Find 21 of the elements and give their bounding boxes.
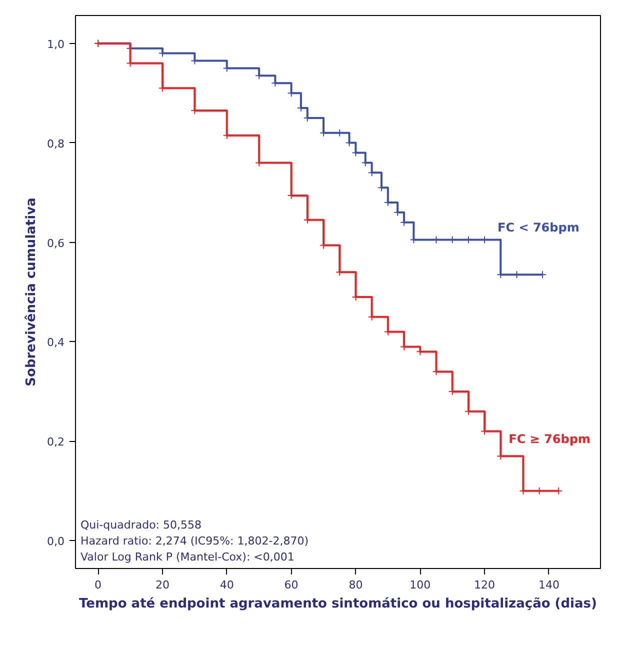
series-label: FC ≥ 76bpm: [508, 432, 590, 446]
x-tick-label: 0: [94, 578, 102, 592]
y-axis-title: Sobrevivência cumulativa: [24, 198, 40, 386]
y-tick-label: 0,6: [47, 236, 65, 250]
x-axis-title: Tempo até endpoint agravamento sintomático ou hospitalização (dias): [79, 596, 597, 612]
x-tick-label: 80: [348, 578, 363, 592]
annotation: Qui-quadrado: 50,558: [80, 518, 202, 532]
x-tick-label: 120: [474, 578, 496, 592]
y-tick-label: 0,4: [47, 336, 65, 350]
x-tick-label: 40: [220, 578, 234, 592]
x-tick-label: 60: [284, 578, 298, 592]
y-tick-label: 0,0: [47, 535, 65, 548]
y-tick-label: 0,8: [47, 137, 65, 150]
y-tick-label: 1,0: [47, 38, 65, 51]
y-tick-label: 0,2: [47, 436, 65, 449]
annotation: Valor Log Rank P (Mantel-Cox): <0,001: [80, 550, 294, 564]
annotation: Hazard ratio: 2,274 (IC95%: 1,802-2,870): [80, 534, 308, 548]
series-label: FC < 76bpm: [498, 220, 580, 235]
x-tick-label: 20: [155, 578, 170, 592]
x-tick-label: 140: [538, 578, 560, 592]
x-tick-label: 100: [410, 578, 431, 592]
